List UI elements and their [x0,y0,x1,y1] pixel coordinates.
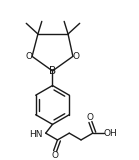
Text: O: O [86,113,93,122]
Text: OH: OH [103,129,117,138]
Text: O: O [26,52,33,61]
Text: O: O [51,151,58,160]
Text: O: O [72,52,79,61]
Text: HN: HN [29,130,43,139]
Text: B: B [49,66,56,76]
